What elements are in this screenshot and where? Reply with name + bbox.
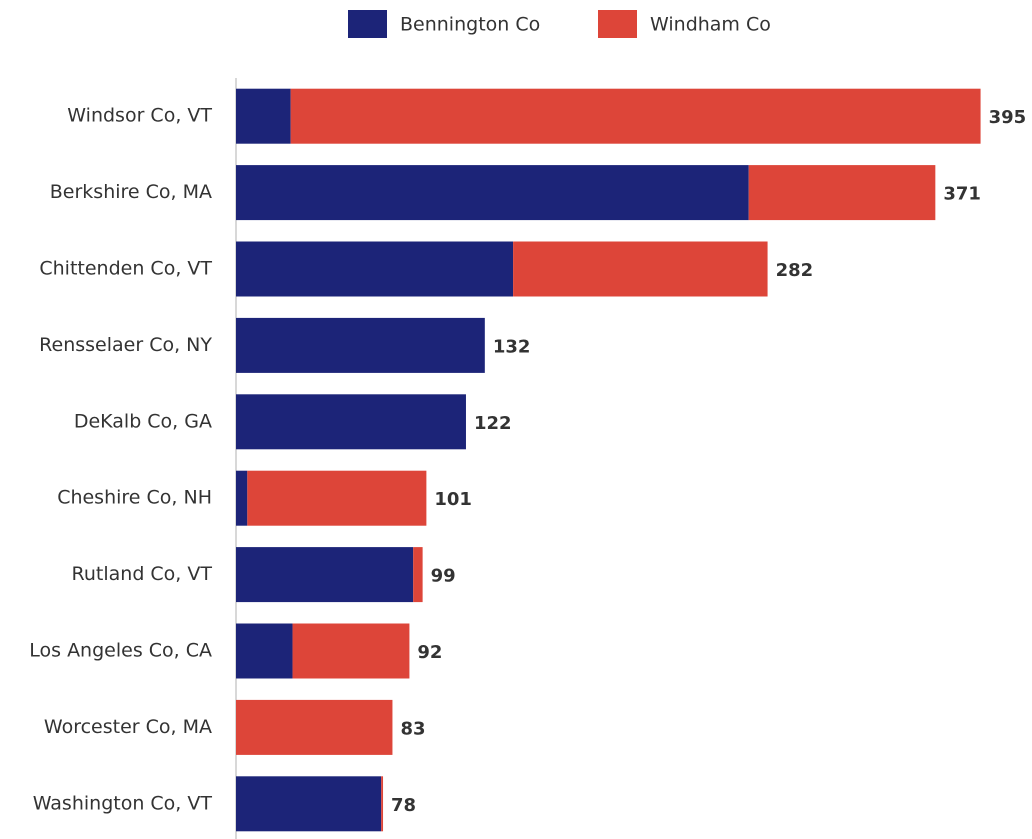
category-label: Los Angeles Co, CA [29,640,212,662]
category-label: Chittenden Co, VT [39,258,212,280]
legend-swatch [598,10,637,38]
bar-segment [236,88,291,144]
value-label: 371 [943,184,981,205]
bar-segment [236,547,414,603]
bar-segment [748,165,936,221]
bar-segment [513,241,768,297]
bar-segment [247,470,427,526]
bar-segment [236,776,382,832]
legend-swatch [348,10,387,38]
value-label: 99 [431,566,456,587]
value-label: 132 [493,336,531,357]
category-label: Berkshire Co, MA [50,181,212,203]
value-label: 83 [400,718,425,739]
bar-segment [236,394,466,450]
bar-segment [236,623,293,679]
category-label: Cheshire Co, NH [57,487,212,509]
category-label: DeKalb Co, GA [74,410,212,432]
bar-segment [236,699,393,755]
value-label: 282 [776,260,814,281]
bar-segment [290,88,981,144]
value-label: 122 [474,413,512,434]
category-label: Windsor Co, VT [67,105,212,127]
category-label: Washington Co, VT [33,792,213,814]
category-label: Rensselaer Co, NY [39,334,212,356]
bar-segment [236,165,749,221]
legend-label: Bennington Co [400,14,540,36]
legend-label: Windham Co [650,14,771,36]
value-label: 101 [434,489,472,510]
bar-segment [413,547,423,603]
value-label: 92 [417,642,442,663]
category-label: Worcester Co, MA [44,716,212,738]
value-label: 78 [391,795,416,816]
category-label: Rutland Co, VT [72,563,213,585]
bar-segment [236,317,485,373]
bar-segment [236,470,248,526]
bar-segment [236,241,514,297]
bar-segment [381,776,384,832]
bar-segment [292,623,410,679]
value-label: 395 [989,107,1027,128]
